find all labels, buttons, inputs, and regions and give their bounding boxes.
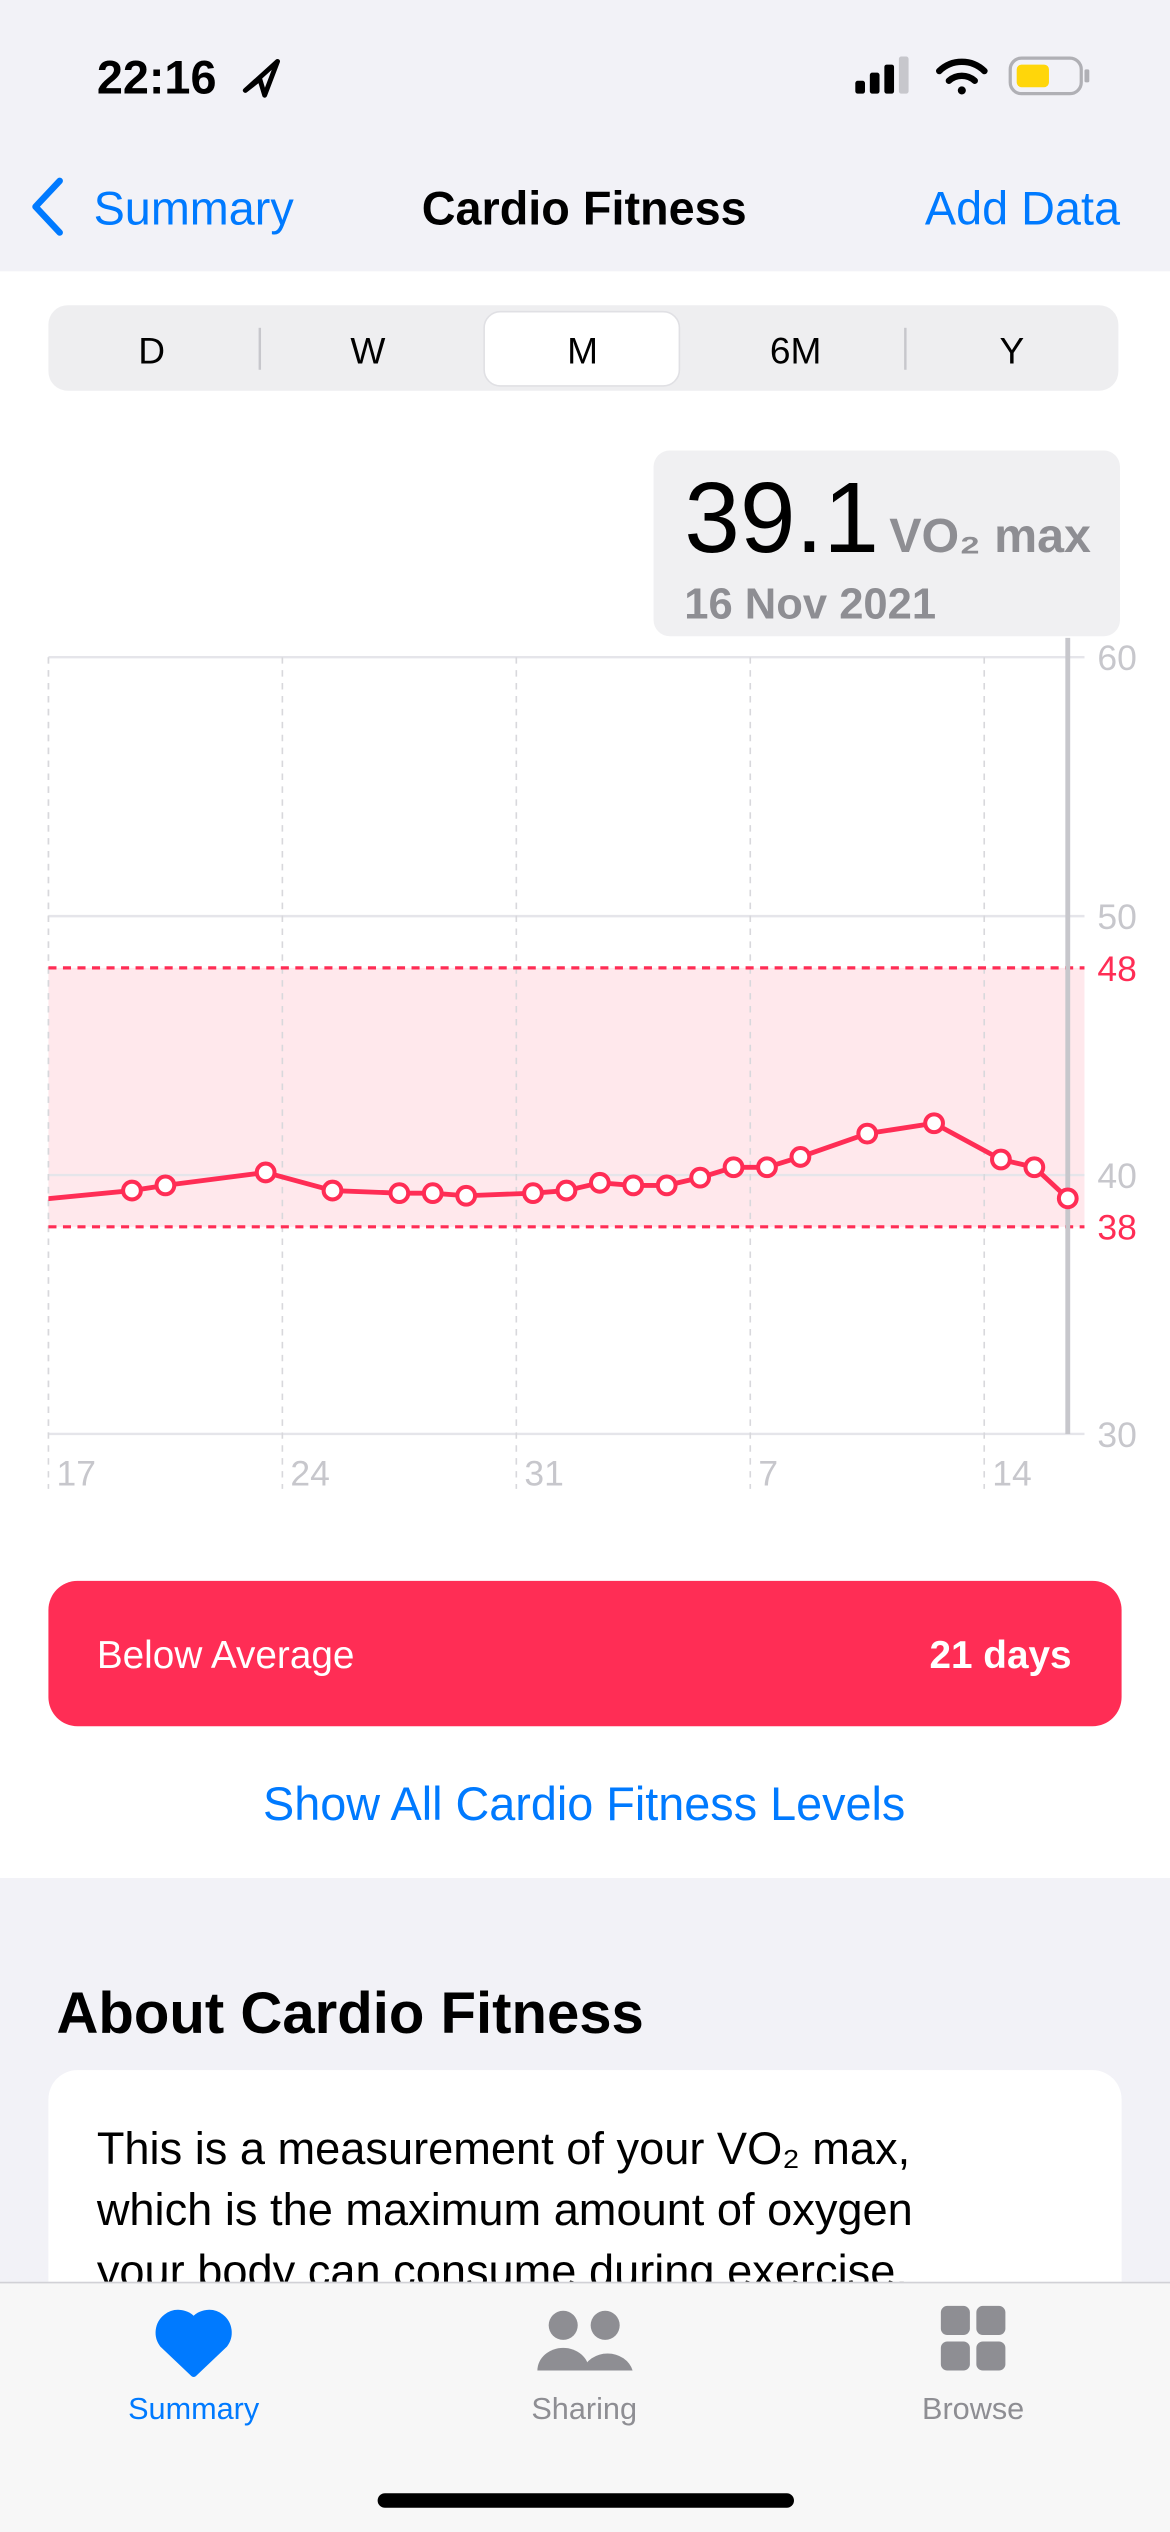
band-label: 38 <box>1097 1208 1136 1248</box>
sharing-icon[interactable] <box>537 2310 633 2371</box>
callout-unit: VO₂ max <box>889 509 1091 563</box>
line <box>48 1120 1070 1202</box>
y-tick-label: 40 <box>1097 1156 1136 1196</box>
point <box>722 1156 745 1179</box>
band-label: 48 <box>1097 949 1136 989</box>
header-bg <box>0 0 1170 272</box>
segment-dividers <box>258 327 907 370</box>
point <box>856 1122 879 1145</box>
point <box>990 1148 1012 1171</box>
add-data-button[interactable]: Add Data <box>925 182 1121 234</box>
segment-label[interactable]: W <box>350 329 385 371</box>
status-label: Below Average <box>97 1634 355 1677</box>
y-tick-label: 50 <box>1097 897 1136 937</box>
battery-icon <box>1008 56 1083 96</box>
callout-box <box>653 450 1120 637</box>
tab-label[interactable]: Browse <box>922 2392 1024 2426</box>
browse-icon[interactable] <box>940 2305 1006 2371</box>
point <box>1023 1156 1046 1179</box>
battery-tip <box>1084 69 1090 83</box>
segment-selected <box>483 310 681 387</box>
x-tick-label: 7 <box>758 1454 778 1494</box>
x-tick-label: 31 <box>524 1454 563 1494</box>
status-duration: 21 days <box>929 1634 1071 1677</box>
summary-icon[interactable] <box>155 2309 232 2377</box>
point <box>254 1161 277 1184</box>
battery-level <box>1016 64 1049 88</box>
location-icon <box>242 58 280 98</box>
about-heading: About Cardio Fitness <box>56 1981 643 2046</box>
tab-label[interactable]: Sharing <box>531 2392 637 2426</box>
y-tick-label: 60 <box>1097 638 1136 678</box>
point <box>321 1179 344 1202</box>
back-chevron[interactable] <box>32 177 63 236</box>
back-button[interactable]: Summary <box>94 182 295 234</box>
plot-area <box>48 1112 1079 1210</box>
point <box>923 1112 945 1135</box>
about-text: This is a measurement of your VO₂ max, <box>97 2123 910 2174</box>
callout-value: 39.1 <box>684 462 879 574</box>
about-text: which is the maximum amount of oxygen <box>96 2184 913 2235</box>
x-tick-label: 17 <box>56 1454 95 1494</box>
point <box>655 1174 678 1197</box>
callout-date: 16 Nov 2021 <box>684 580 936 628</box>
show-levels-link[interactable]: Show All Cardio Fitness Levels <box>263 1778 905 1830</box>
segment-label[interactable]: M <box>567 329 598 371</box>
signal-icon <box>855 56 909 94</box>
point <box>121 1179 143 1202</box>
point <box>756 1156 778 1179</box>
point <box>789 1146 812 1168</box>
segment-label[interactable]: 6M <box>770 329 822 371</box>
point <box>689 1166 712 1189</box>
status-time: 22:16 <box>97 52 217 104</box>
point <box>555 1179 578 1202</box>
point <box>622 1174 645 1197</box>
home-indicator <box>377 2493 794 2508</box>
y-tick-label: 30 <box>1097 1415 1136 1455</box>
status-card[interactable] <box>48 1580 1122 1727</box>
point <box>588 1171 611 1194</box>
point <box>522 1182 544 1205</box>
segment-label[interactable]: Y <box>999 329 1024 371</box>
nav-title: Cardio Fitness <box>422 182 747 234</box>
point <box>154 1174 177 1197</box>
segment-label[interactable]: D <box>138 329 165 371</box>
x-tick-label: 24 <box>290 1454 329 1494</box>
wifi-icon <box>936 58 988 95</box>
x-tick-label: 14 <box>992 1454 1031 1494</box>
point <box>1056 1187 1079 1210</box>
point <box>388 1182 411 1205</box>
point <box>421 1182 444 1205</box>
point <box>455 1184 478 1207</box>
tab-label[interactable]: Summary <box>128 2392 260 2426</box>
